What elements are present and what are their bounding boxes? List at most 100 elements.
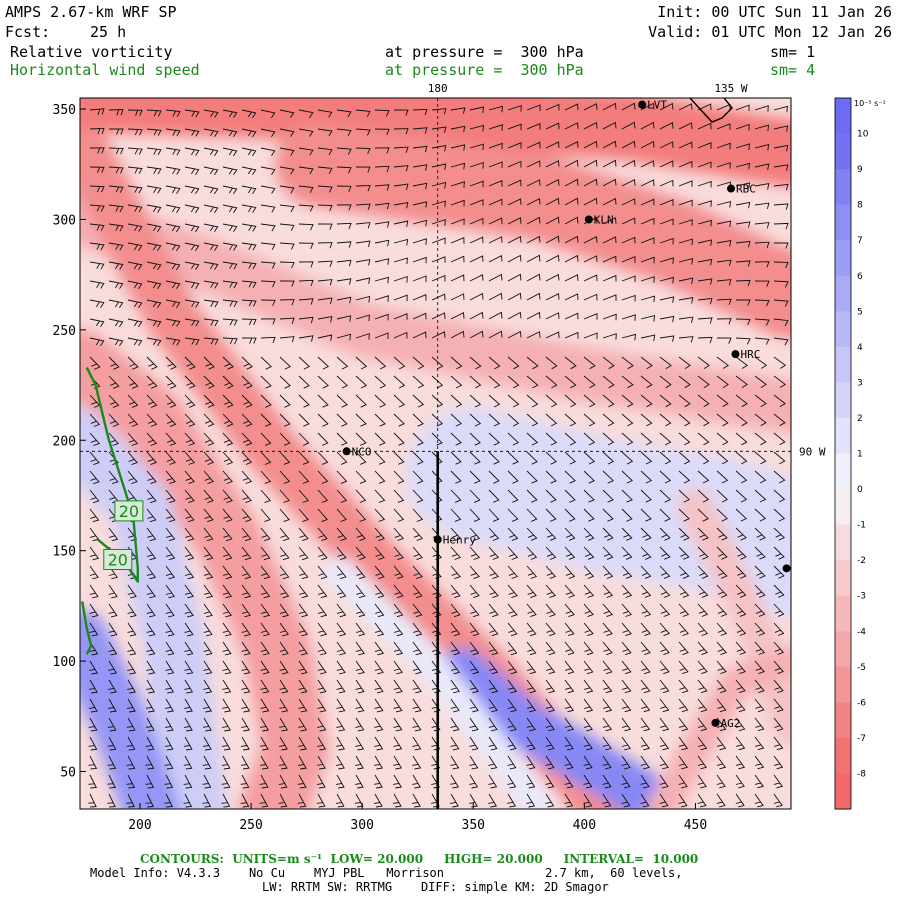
wind-barb — [450, 736, 460, 751]
wind-barb — [640, 315, 656, 322]
wind-barb — [754, 660, 765, 675]
wind-barb — [203, 166, 219, 176]
wind-barb — [412, 312, 427, 320]
wind-barb — [89, 280, 105, 289]
wind-barb — [735, 660, 746, 675]
wind-barb — [260, 432, 272, 446]
wind-barb — [450, 255, 465, 263]
wind-barb — [279, 185, 295, 194]
wind-barb — [222, 375, 234, 389]
wind-barb — [89, 584, 99, 599]
wind-barb — [735, 299, 751, 306]
wind-barb — [127, 166, 143, 175]
wind-barb — [545, 584, 556, 599]
wind-barb — [317, 698, 327, 713]
wind-barb — [469, 180, 484, 188]
wind-barb — [298, 451, 310, 465]
wind-barb — [450, 274, 465, 282]
wind-barb — [754, 508, 767, 522]
wind-barb — [412, 717, 422, 732]
forecast-label: Fcst: — [5, 23, 51, 41]
wind-barb — [260, 394, 272, 408]
wind-barb — [469, 199, 484, 206]
wind-barb — [659, 755, 669, 770]
y-tick-label: 300 — [53, 213, 76, 228]
wind-barb — [488, 161, 503, 169]
vorticity-band — [275, 121, 791, 339]
colorbar-label: -2 — [857, 556, 866, 566]
colorbar-swatch — [835, 311, 851, 348]
wind-barb — [526, 432, 539, 446]
wind-barb — [431, 181, 447, 189]
wind-barb — [355, 394, 367, 408]
wind-barb — [165, 679, 175, 694]
wind-barb — [355, 375, 368, 389]
wind-barb — [678, 199, 693, 207]
wind-barb — [146, 223, 162, 232]
wind-barb — [602, 660, 613, 675]
wind-barb — [279, 261, 295, 269]
wind-barb — [279, 736, 288, 751]
wind-barb — [469, 375, 482, 389]
wind-barb — [298, 279, 314, 287]
wind-barb — [336, 375, 348, 389]
wind-barb — [507, 142, 522, 149]
wind-barb — [298, 109, 314, 118]
wind-barb — [184, 109, 200, 118]
wind-barb — [279, 375, 291, 389]
wind-barb — [393, 220, 409, 227]
wind-barb — [108, 223, 124, 232]
wind-barb — [450, 508, 462, 522]
x-tick-label: 300 — [350, 818, 373, 833]
wind-barb — [450, 162, 466, 170]
wind-barb — [222, 147, 238, 157]
wind-barb — [241, 109, 257, 119]
wind-barb — [222, 337, 238, 345]
wind-barb — [450, 489, 462, 503]
wind-barb — [469, 106, 485, 113]
wind-barb — [336, 296, 352, 304]
wind-barb — [716, 356, 730, 369]
wind-barb — [222, 470, 233, 484]
wind-barb — [754, 394, 767, 408]
wind-barb — [754, 105, 769, 112]
wind-barb — [469, 489, 481, 503]
wind-barb — [374, 774, 383, 789]
colorbar-label: -8 — [857, 769, 866, 779]
wind-barb — [716, 508, 728, 522]
wind-barb — [165, 660, 175, 675]
wind-barb — [583, 375, 596, 389]
wind-barb — [108, 622, 118, 637]
wind-barb — [735, 508, 747, 522]
wind-barb — [317, 736, 327, 751]
wind-barb — [697, 736, 708, 751]
wind-barb — [754, 144, 770, 151]
wind-barb — [507, 717, 517, 732]
wind-barb — [298, 166, 314, 175]
wind-barb — [89, 432, 100, 447]
wind-barb — [621, 774, 631, 789]
wind-barb — [203, 223, 219, 233]
wind-barb — [564, 546, 576, 560]
wind-barb — [431, 774, 441, 789]
wind-barb — [507, 273, 522, 282]
wind-barb — [621, 470, 633, 484]
wind-barb — [450, 584, 461, 599]
wind-barb — [431, 736, 441, 751]
wind-barb — [488, 375, 501, 389]
meridian-label: 135 W — [714, 82, 747, 95]
wind-barb — [526, 489, 538, 503]
wind-barb — [526, 470, 538, 484]
wind-barb — [697, 161, 712, 169]
wind-barb — [640, 160, 655, 168]
wind-barb — [488, 546, 500, 560]
wind-barb — [431, 256, 446, 263]
wind-barb — [621, 275, 636, 283]
wind-barb — [583, 603, 594, 618]
wind-barb — [602, 755, 612, 770]
wind-barb — [336, 333, 352, 341]
wind-barb — [735, 546, 747, 560]
wind-barb — [317, 147, 333, 156]
wind-barb — [184, 432, 196, 446]
wind-barb — [317, 527, 328, 542]
